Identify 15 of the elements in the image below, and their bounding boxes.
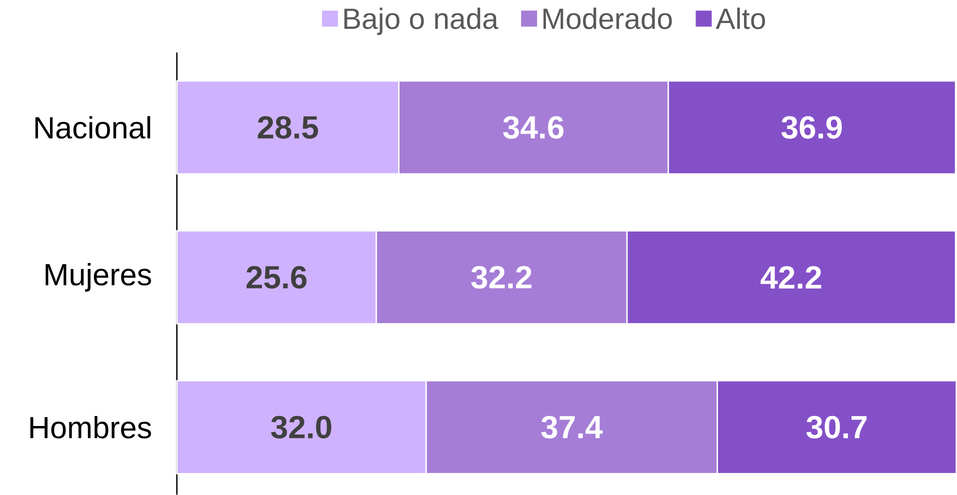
data-label: 25.6 [246,266,307,288]
data-label: 28.5 [258,116,318,139]
y-tick-label: Hombres [30,416,152,438]
data-label: 37.4 [541,416,603,438]
data-label: 32.0 [271,416,332,438]
data-label: 34.6 [503,116,564,139]
legend-label: Alto [716,7,765,30]
legend-label: Moderado [543,7,672,30]
data-label: 42.2 [760,266,822,288]
legend-label: Bajo o nada [344,7,498,35]
y-tick-label: Nacional [35,116,150,138]
data-label: 36.9 [782,116,842,139]
data-label: 30.7 [806,416,867,438]
data-label: 32.2 [471,266,532,288]
y-tick-label: Mujeres [46,262,152,292]
